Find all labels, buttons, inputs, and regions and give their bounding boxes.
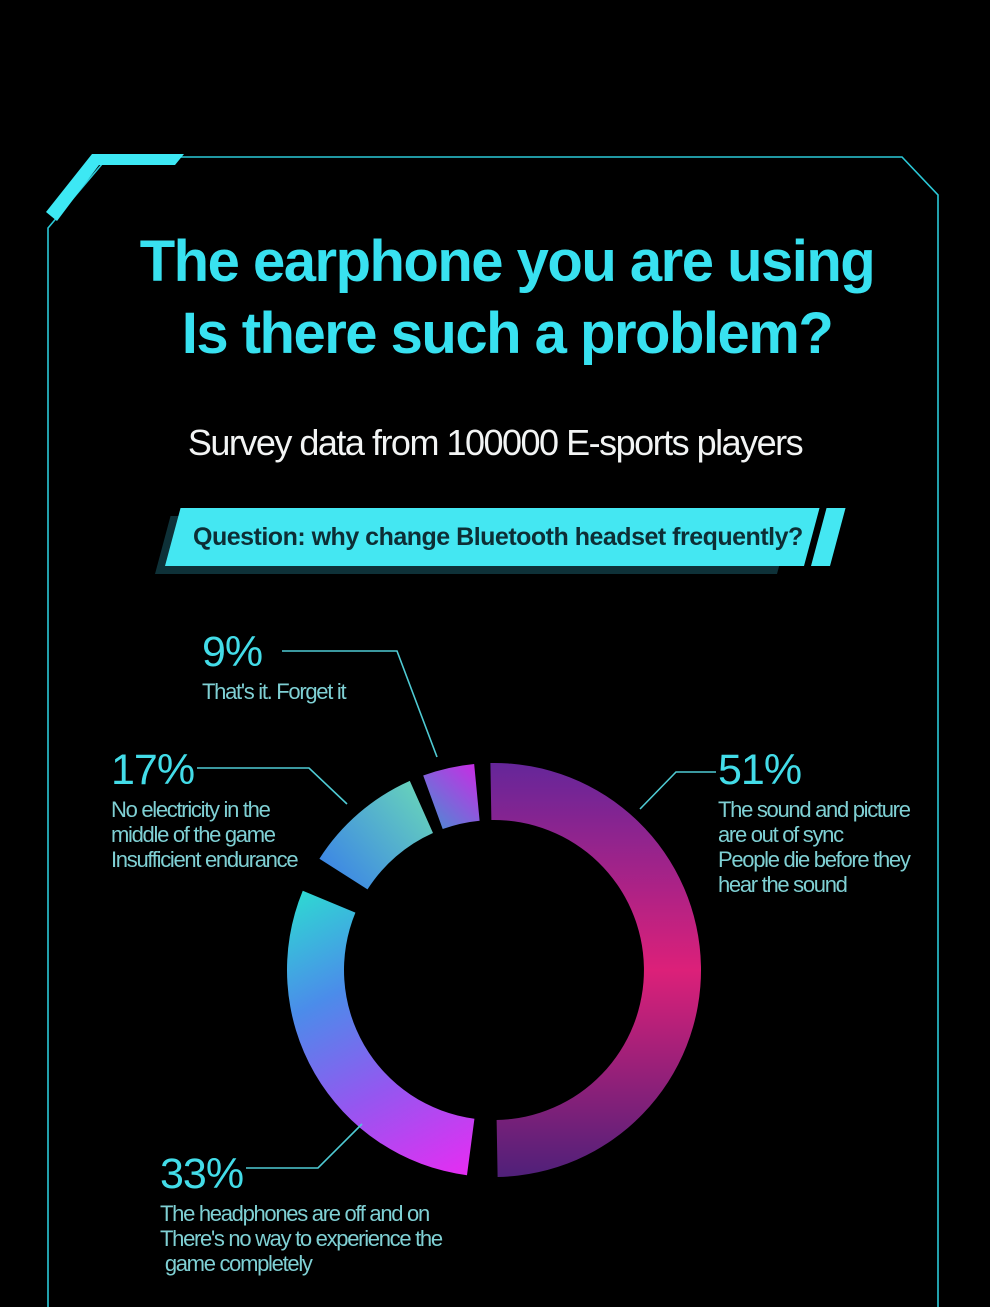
title-line-2: Is there such a problem? [181, 301, 834, 366]
donut-segment-33pct [287, 890, 475, 1176]
percent-value-33: 33% [160, 1150, 244, 1198]
page-title: The earphone you are using Is there such… [12, 226, 990, 370]
callout-label-17pct: 17% No electricity in the middle of the … [111, 748, 331, 872]
title-line-1: The earphone you are using [139, 229, 876, 294]
question-banner-text: Question: why change Bluetooth headset f… [193, 523, 803, 551]
donut-segment-51pct [490, 762, 702, 1177]
callout-line-51pct [639, 771, 716, 810]
percent-value-9: 9% [202, 628, 263, 676]
donut-segment-17pct [319, 780, 433, 890]
question-banner: Question: why change Bluetooth headset f… [155, 508, 865, 574]
callout-line-17pct [197, 767, 348, 805]
percent-value-17: 17% [111, 746, 195, 794]
donut-segment-9pct [423, 763, 480, 830]
percent-description-33: The headphones are off and on There's no… [160, 1201, 443, 1276]
subtitle: Survey data from 100000 E-sports players [187, 422, 804, 463]
callout-line-33pct [246, 1123, 363, 1169]
frame-corner-accent [46, 154, 184, 221]
percent-description-17: No electricity in the middle of the game… [111, 797, 299, 872]
percent-value-51: 51% [718, 746, 802, 794]
percent-description-9: That's it. Forget it [202, 679, 347, 704]
callout-line-9pct [282, 650, 438, 758]
callout-label-51pct: 51% The sound and picture are out of syn… [718, 748, 933, 897]
callout-label-9pct: 9% That's it. Forget it [202, 630, 422, 704]
frame-border-line [47, 156, 939, 1307]
callout-label-33pct: 33% The headphones are off and on There'… [160, 1152, 460, 1276]
percent-description-51: The sound and picture are out of sync Pe… [718, 797, 911, 897]
